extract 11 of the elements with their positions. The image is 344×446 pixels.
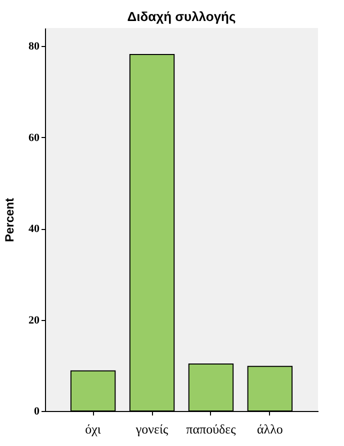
x-tick-label: γονείς xyxy=(134,422,169,436)
y-tick-label: 20 xyxy=(28,314,40,326)
chart-title: Διδαχή συλλογής xyxy=(127,9,236,24)
y-tick-label: 60 xyxy=(28,132,40,144)
x-tick-label: όχι xyxy=(85,422,102,436)
y-tick-label: 80 xyxy=(28,40,40,53)
x-tick-label: άλλο xyxy=(256,422,283,436)
y-tick-label: 0 xyxy=(34,406,40,418)
x-tick-label: παπούδες xyxy=(186,422,237,436)
y-axis-title: Percent xyxy=(2,198,16,242)
y-tick-label: 40 xyxy=(28,223,40,236)
